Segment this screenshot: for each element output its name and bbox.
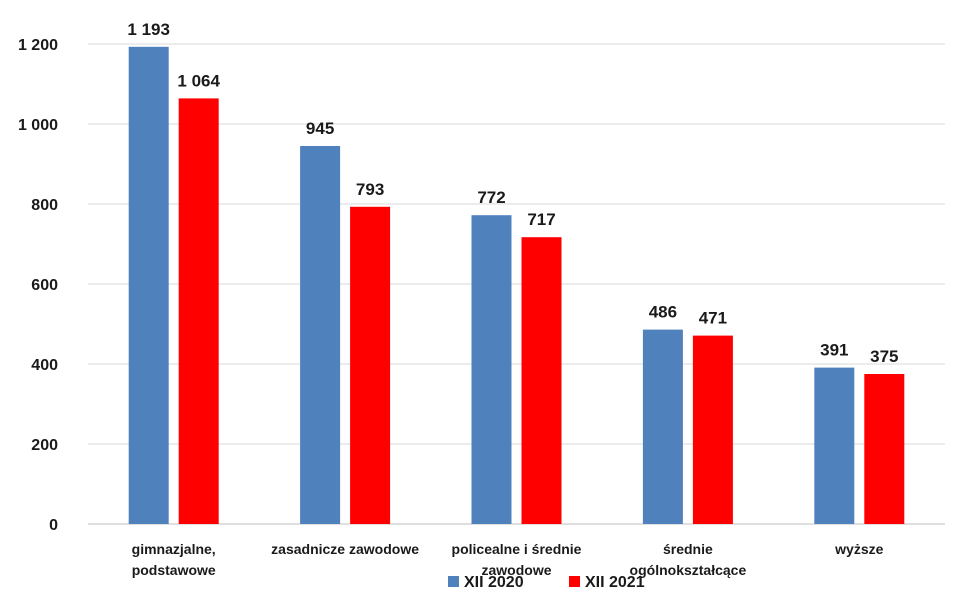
bar xyxy=(642,329,683,524)
data-label: 471 xyxy=(699,309,727,328)
legend-label: XII 2021 xyxy=(585,574,645,591)
y-tick-label: 800 xyxy=(31,197,58,214)
legend-swatch xyxy=(569,576,580,587)
y-tick-label: 400 xyxy=(31,357,58,374)
x-tick-label: średnie xyxy=(663,541,713,557)
gridlines xyxy=(88,43,945,525)
x-axis: gimnazjalne, podstawowe zasadnicze zawodow… xyxy=(132,541,884,578)
y-tick-label: 600 xyxy=(31,277,58,294)
data-labels: 1 193 1 064 945 793 772 717 486 471 391 375 xyxy=(127,20,898,366)
legend: XII 2020 XII 2021 xyxy=(448,574,645,591)
bars xyxy=(128,46,905,525)
x-tick-label: wyższe xyxy=(834,541,883,557)
legend-swatch xyxy=(448,576,459,587)
y-tick-label: 1 000 xyxy=(18,117,58,134)
data-label: 375 xyxy=(870,347,898,366)
bar xyxy=(178,98,219,525)
bar xyxy=(864,374,905,524)
bar xyxy=(350,206,391,525)
x-tick-label: zawodowe xyxy=(481,562,551,578)
bar xyxy=(471,215,512,524)
bar xyxy=(300,146,341,524)
data-label: 1 193 xyxy=(127,20,170,39)
data-label: 717 xyxy=(527,210,555,229)
x-tick-label: gimnazjalne, xyxy=(132,541,216,557)
y-axis: 0 200 400 600 800 1 000 1 200 xyxy=(18,37,58,534)
y-tick-label: 200 xyxy=(31,437,58,454)
data-label: 1 064 xyxy=(177,71,220,90)
bar xyxy=(521,237,562,524)
data-label: 945 xyxy=(306,119,334,138)
bar xyxy=(692,335,733,524)
x-tick-label: zasadnicze zawodowe xyxy=(271,541,419,557)
data-label: 391 xyxy=(820,341,848,360)
x-tick-label: policealne i średnie xyxy=(452,541,582,557)
bar xyxy=(128,46,169,525)
y-tick-label: 0 xyxy=(49,517,58,534)
legend-label: XII 2020 xyxy=(464,574,524,591)
y-tick-label: 1 200 xyxy=(18,37,58,54)
x-tick-label: podstawowe xyxy=(132,562,216,578)
data-label: 772 xyxy=(477,188,505,207)
x-tick-label: ogólnokształcące xyxy=(630,562,747,578)
bar xyxy=(814,367,855,524)
data-label: 793 xyxy=(356,180,384,199)
data-label: 486 xyxy=(649,303,677,322)
